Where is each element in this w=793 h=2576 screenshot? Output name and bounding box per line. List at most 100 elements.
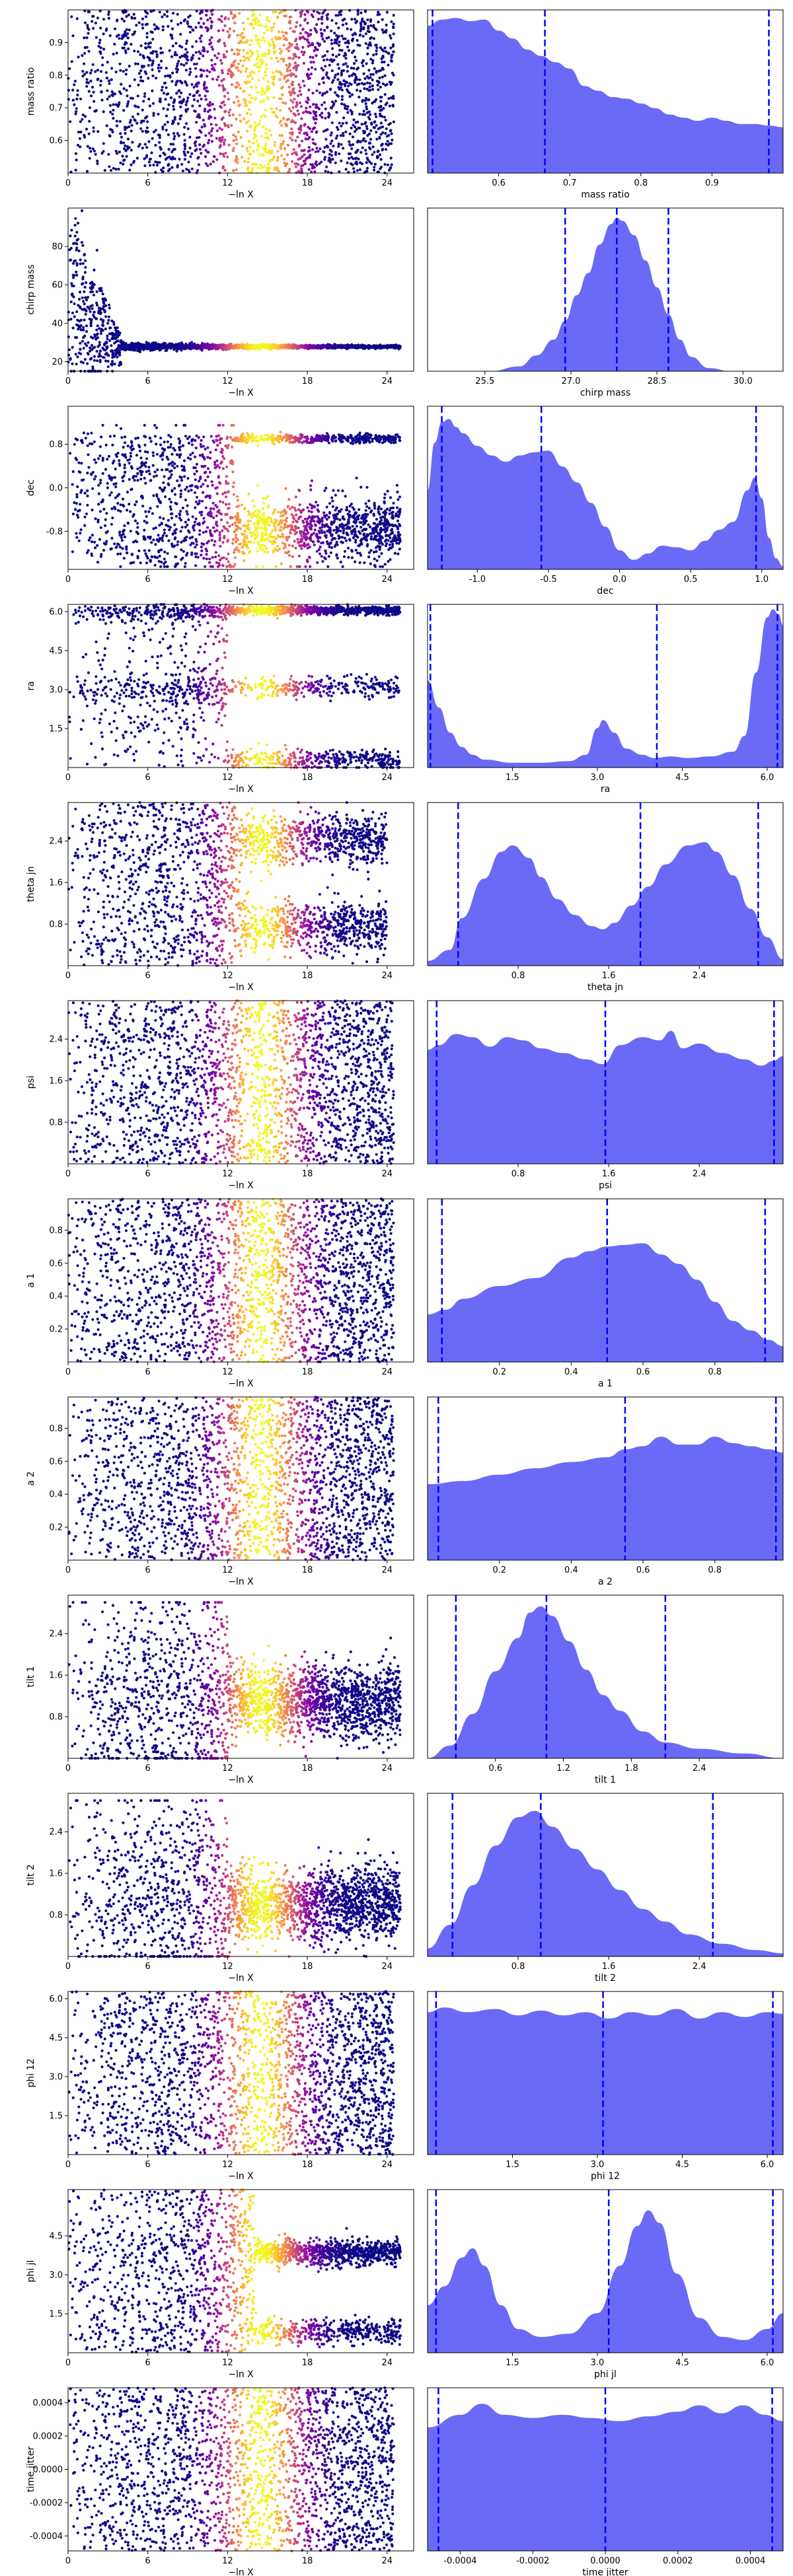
trace-sample-point (139, 143, 141, 145)
trace-sample-point (274, 144, 276, 147)
trace-sample-point (314, 27, 317, 30)
trace-sample-point (311, 130, 313, 133)
trace-sample-point (260, 90, 262, 93)
trace-sample-point (262, 77, 265, 80)
trace-sample-point (200, 131, 202, 133)
trace-sample-point (108, 17, 110, 20)
trace-sample-point (363, 171, 366, 174)
trace-sample-point (245, 104, 248, 106)
trace-sample-point (261, 39, 264, 42)
trace-sample-point (210, 129, 213, 132)
trace-sample-point (278, 122, 281, 124)
trace-sample-point (184, 139, 186, 141)
trace-sample-point (200, 26, 203, 28)
trace-sample-point (369, 37, 371, 40)
trace-sample-point (211, 64, 213, 67)
trace-sample-point (93, 90, 95, 93)
trace-sample-point (87, 341, 89, 344)
trace-sample-point (130, 43, 132, 46)
trace-sample-point (160, 59, 163, 62)
trace-sample-point (246, 52, 248, 54)
trace-sample-point (313, 50, 315, 52)
trace-sample-point (84, 266, 87, 269)
trace-sample-point (98, 327, 100, 330)
trace-sample-point (327, 112, 330, 114)
trace-sample-point (178, 134, 180, 137)
trace-sample-point (86, 362, 89, 365)
trace-sample-point (126, 89, 128, 92)
trace-sample-point (318, 83, 321, 85)
trace-sample-point (98, 42, 101, 44)
trace-sample-point (133, 30, 136, 33)
trace-sample-point (167, 92, 169, 95)
trace-sample-point (151, 31, 154, 34)
trace-sample-point (159, 134, 161, 137)
trace-sample-point (208, 132, 211, 135)
trace-sample-point (223, 155, 225, 158)
trace-sample-point (92, 126, 94, 129)
trace-sample-point (108, 306, 111, 309)
trace-sample-point (106, 360, 109, 363)
trace-sample-point (228, 34, 231, 36)
trace-sample-point (71, 34, 74, 37)
trace-sample-point (330, 134, 332, 137)
trace-sample-point (348, 75, 351, 77)
trace-sample-point (222, 116, 225, 119)
trace-sample-point (164, 75, 167, 77)
trace-sample-point (137, 84, 139, 87)
trace-sample-point (115, 71, 118, 73)
trace-sample-point (126, 155, 128, 158)
trace-sample-point (103, 356, 106, 359)
trace-sample-point (138, 21, 141, 24)
trace-sample-point (284, 102, 287, 104)
trace-sample-point (84, 358, 87, 361)
trace-sample-point (77, 55, 80, 58)
trace-sample-point (364, 11, 367, 13)
trace-sample-point (365, 42, 367, 45)
trace-sample-point (83, 52, 86, 55)
trace-sample-point (317, 18, 320, 20)
trace-sample-point (327, 159, 330, 162)
trace-sample-point (303, 132, 305, 135)
trace-sample-point (237, 83, 240, 86)
trace-sample-point (384, 84, 387, 87)
trace-sample-point (172, 143, 174, 145)
trace-sample-point (75, 274, 78, 277)
trace-sample-point (357, 44, 359, 46)
trace-sample-point (264, 145, 266, 147)
trace-sample-point (93, 294, 95, 297)
trace-sample-point (375, 116, 377, 118)
trace-sample-point (352, 143, 354, 146)
trace-x-tick-label: 24 (381, 178, 393, 188)
trace-sample-point (194, 67, 197, 70)
trace-sample-point (282, 34, 285, 37)
trace-sample-point (144, 143, 147, 145)
trace-sample-point (336, 63, 339, 65)
trace-sample-point (232, 169, 235, 172)
parameter-row: 0 6 12 18 24−ln X20406080chirp mass25.5 27.0 2… (26, 208, 783, 398)
trace-sample-point (198, 22, 200, 24)
trace-sample-point (248, 141, 250, 143)
trace-sample-point (194, 110, 197, 112)
trace-sample-point (143, 56, 145, 59)
trace-sample-point (91, 307, 94, 310)
trace-sample-point (79, 262, 82, 265)
trace-sample-point (315, 103, 317, 106)
trace-x-tick-label: 6 (145, 178, 151, 188)
trace-sample-point (365, 105, 367, 108)
trace-sample-point (285, 118, 288, 121)
trace-sample-point (221, 139, 223, 141)
trace-sample-point (163, 13, 166, 16)
trace-sample-point (334, 76, 336, 79)
trace-sample-point (302, 111, 305, 114)
trace-sample-point (176, 13, 179, 16)
trace-sample-point (227, 111, 230, 114)
trace-sample-point (200, 98, 202, 100)
trace-sample-point (296, 110, 299, 112)
trace-sample-point (338, 11, 340, 14)
trace-sample-point (265, 170, 268, 172)
trace-sample-point (241, 145, 244, 147)
trace-sample-point (89, 147, 91, 149)
trace-sample-point (207, 141, 209, 144)
trace-sample-point (387, 124, 390, 126)
